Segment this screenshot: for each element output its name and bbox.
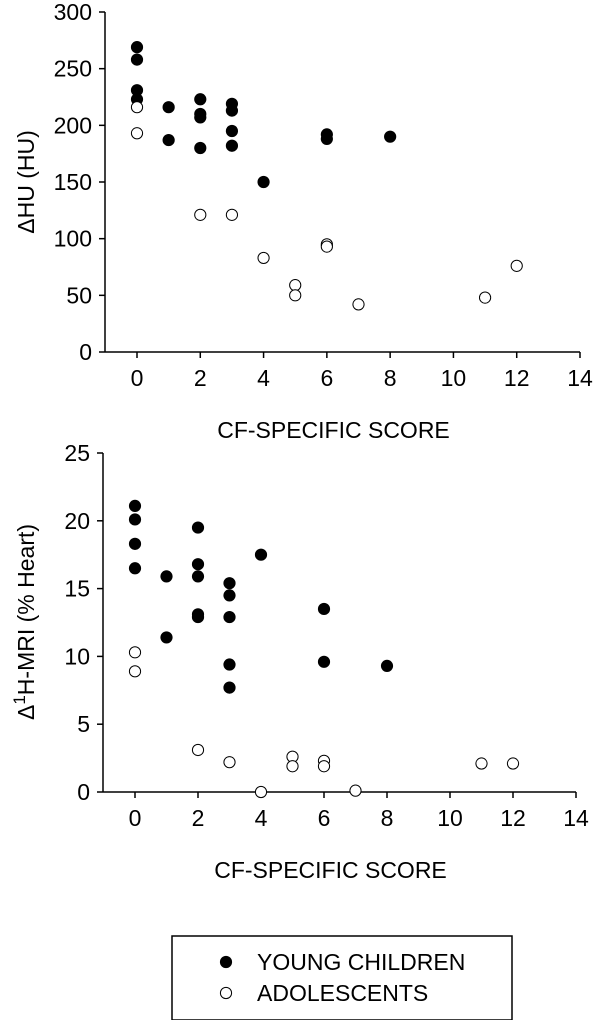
mri-point-young-children bbox=[128, 513, 142, 526]
hu-point-young-children bbox=[194, 111, 207, 124]
hu-point-adolescents bbox=[289, 279, 302, 292]
hu-point-adolescents bbox=[257, 251, 270, 265]
mri-point-young-children bbox=[128, 499, 142, 512]
hu-point-young-children bbox=[257, 175, 270, 189]
mri-point-young-children bbox=[128, 537, 142, 550]
mri-x-tick-label: 4 bbox=[255, 805, 268, 831]
hu-point-adolescents bbox=[510, 259, 523, 272]
hu-y-tick-label: 150 bbox=[54, 169, 92, 195]
hu-y-tick-label: 300 bbox=[54, 0, 92, 25]
hu-x-tick-label: 2 bbox=[194, 365, 207, 391]
hu-x-tick-label: 12 bbox=[504, 365, 530, 391]
mri-point-young-children bbox=[160, 570, 173, 583]
hu-point-adolescents bbox=[289, 289, 302, 302]
mri-y-tick-label: 15 bbox=[64, 576, 90, 602]
mri-point-young-children bbox=[160, 631, 173, 644]
mri-point-young-children bbox=[191, 558, 205, 571]
chart-hu: 0 50 100 150 200 250 300 0 2 4 6 8 10 12 14 CF-SPECIFIC… bbox=[13, 0, 593, 443]
mri-y-tick-label: 20 bbox=[64, 508, 90, 534]
hu-x-tick-label: 14 bbox=[567, 365, 593, 391]
hu-point-young-children bbox=[225, 124, 239, 138]
chart-mri: 0 5 10 15 20 25 0 2 4 6 8 10 12 14 CF-SPECIFIC SCORE Δ1… bbox=[10, 440, 589, 883]
mri-point-young-children bbox=[223, 658, 236, 671]
mri-point-adolescents bbox=[475, 757, 488, 770]
hu-point-young-children bbox=[162, 133, 175, 147]
legend-marker-young-children bbox=[219, 955, 233, 969]
hu-point-young-children bbox=[130, 41, 144, 54]
legend-label-adolescents: ADOLESCENTS bbox=[257, 980, 428, 1006]
mri-point-adolescents bbox=[223, 756, 236, 769]
mri-x-tick-label: 14 bbox=[563, 805, 589, 831]
legend-box bbox=[171, 935, 513, 1020]
hu-x-axis-title: CF-SPECIFIC SCORE bbox=[217, 417, 450, 443]
hu-point-young-children bbox=[384, 130, 397, 143]
mri-y-tick-label: 5 bbox=[77, 711, 90, 737]
mri-point-adolescents bbox=[349, 784, 362, 797]
hu-x-tick-label: 0 bbox=[131, 365, 144, 391]
legend: YOUNG CHILDREN ADOLESCENTS bbox=[171, 935, 513, 1020]
mri-x-tick-label: 2 bbox=[192, 805, 205, 831]
hu-x-tick-label: 8 bbox=[384, 365, 397, 391]
hu-point-young-children bbox=[162, 101, 175, 114]
mri-point-young-children bbox=[191, 570, 205, 583]
hu-point-young-children bbox=[194, 141, 207, 155]
mri-x-tick-label: 0 bbox=[129, 805, 142, 831]
mri-point-young-children bbox=[223, 681, 236, 694]
mri-x-tick-label: 12 bbox=[500, 805, 526, 831]
hu-y-tick-label: 50 bbox=[66, 282, 92, 308]
mri-x-tick-label: 8 bbox=[381, 805, 394, 831]
hu-point-young-children bbox=[194, 93, 207, 106]
mri-point-young-children bbox=[223, 610, 236, 624]
hu-x-tick-label: 10 bbox=[441, 365, 467, 391]
mri-point-young-children bbox=[191, 521, 205, 534]
mri-y-tick-label: 0 bbox=[77, 779, 90, 805]
hu-y-tick-label: 250 bbox=[54, 56, 92, 82]
mri-point-adolescents bbox=[128, 665, 142, 678]
hu-y-tick-label: 0 bbox=[79, 339, 92, 365]
mri-point-young-children bbox=[191, 610, 205, 624]
hu-point-adolescents bbox=[320, 240, 333, 253]
hu-point-young-children bbox=[320, 132, 333, 146]
legend-label-young-children: YOUNG CHILDREN bbox=[257, 949, 465, 975]
mri-point-adolescents bbox=[506, 757, 520, 770]
hu-point-young-children bbox=[130, 53, 144, 66]
mri-point-adolescents bbox=[128, 646, 142, 659]
mri-point-young-children bbox=[317, 655, 331, 668]
hu-point-adolescents bbox=[225, 208, 239, 221]
hu-x-tick-label: 6 bbox=[320, 365, 333, 391]
hu-x-tick-label: 4 bbox=[257, 365, 270, 391]
mri-x-tick-label: 6 bbox=[318, 805, 331, 831]
hu-point-adolescents bbox=[130, 127, 144, 140]
mri-y-tick-label: 25 bbox=[64, 440, 90, 466]
mri-point-adolescents bbox=[286, 760, 299, 773]
mri-y-tick-label: 10 bbox=[64, 643, 90, 669]
hu-point-adolescents bbox=[352, 298, 365, 311]
mri-point-young-children bbox=[380, 659, 394, 672]
hu-point-adolescents bbox=[130, 101, 144, 114]
hu-y-tick-label: 200 bbox=[54, 112, 92, 138]
hu-point-adolescents bbox=[478, 291, 492, 304]
mri-point-adolescents bbox=[191, 743, 205, 757]
mri-point-young-children bbox=[223, 589, 236, 602]
hu-point-adolescents bbox=[194, 208, 207, 221]
mri-point-adolescents bbox=[254, 785, 268, 799]
mri-x-axis-title: CF-SPECIFIC SCORE bbox=[214, 857, 447, 883]
mri-y-axis-title: Δ1H-MRI (% Heart) bbox=[10, 524, 39, 720]
hu-point-young-children bbox=[225, 104, 239, 117]
mri-point-young-children bbox=[254, 548, 268, 561]
hu-point-young-children bbox=[225, 139, 239, 152]
mri-x-tick-label: 10 bbox=[437, 805, 463, 831]
hu-y-tick-label: 100 bbox=[54, 226, 92, 252]
mri-point-young-children bbox=[317, 602, 331, 616]
hu-y-axis-title: ΔHU (HU) bbox=[13, 130, 39, 234]
mri-point-young-children bbox=[223, 577, 236, 590]
mri-point-young-children bbox=[128, 562, 142, 575]
mri-point-adolescents bbox=[317, 760, 331, 773]
legend-marker-adolescents bbox=[219, 986, 233, 1000]
